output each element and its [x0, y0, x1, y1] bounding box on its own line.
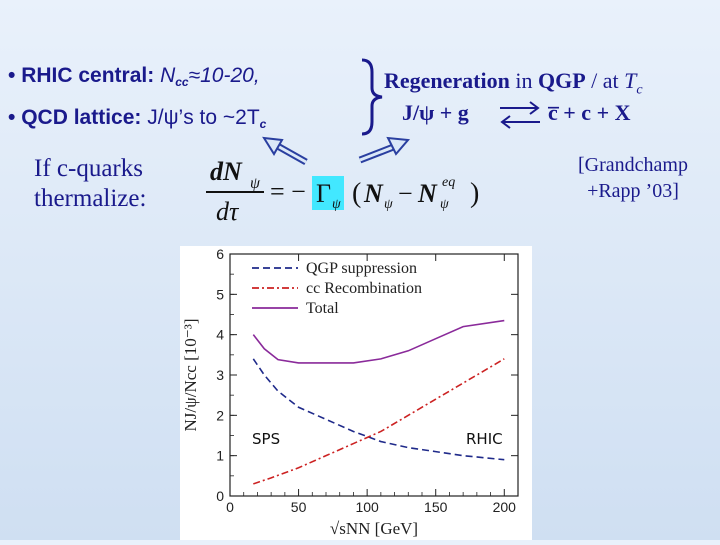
series-line-1	[253, 358, 505, 485]
yield-chart: 0 1 2 3 4 5 6 0 50 100 150 200 √sNN [GeV] NJ/ψ/Ncc [1…	[181, 246, 519, 538]
bullet-dot: •	[8, 64, 16, 87]
sps-label: SPS	[252, 430, 281, 448]
x-tick-label: 0	[226, 499, 234, 515]
rhic-label: RHIC	[466, 430, 503, 448]
reference-line2: +Rapp ’03]	[587, 180, 679, 202]
reference-line1: [Grandchamp	[578, 154, 688, 176]
reference-citation: [Grandchamp +Rapp ’03]	[578, 152, 688, 204]
x-tick-label: 200	[493, 499, 517, 515]
svg-text:= −: = −	[270, 177, 306, 206]
thermalize-line2: thermalize:	[34, 185, 147, 212]
regeneration-word: Regeneration	[384, 68, 510, 93]
y-tick-label: 0	[216, 488, 224, 504]
x-tick-label: 150	[424, 499, 448, 515]
y-axis-label: NJ/ψ/Ncc [10⁻³]	[181, 319, 200, 432]
reversible-arrow-icon	[500, 101, 540, 129]
thermalize-line1: If c-quarks	[34, 155, 143, 182]
svg-text:−: −	[398, 179, 413, 208]
svg-text:): )	[470, 178, 479, 209]
arrow-right-icon	[358, 136, 411, 164]
bullet-qcd-lattice: • QCD lattice: J/ψ’s to ~2Tc	[8, 106, 266, 131]
right-brace-icon	[361, 58, 383, 136]
y-tick-label: 4	[216, 327, 224, 343]
ncc-symbol: N	[160, 64, 176, 87]
svg-text:N: N	[417, 179, 438, 208]
arrow-left-icon	[262, 136, 308, 166]
regeneration-heading: Regeneration in QGP / at Tc	[384, 68, 643, 98]
pointer-arrows	[262, 136, 411, 166]
svg-text:eq: eq	[442, 175, 455, 190]
ncc-subscript: cc	[175, 75, 189, 89]
y-tick-label: 3	[216, 367, 224, 383]
y-tick-label: 6	[216, 246, 224, 262]
y-tick-label: 1	[216, 448, 224, 464]
legend-label: cc Recombination	[306, 280, 422, 297]
x-axis-label: √sNN [GeV]	[330, 519, 418, 538]
bullet-dot: •	[8, 106, 16, 129]
svg-text:(: (	[352, 178, 361, 209]
reaction-right: c̅ + c + X	[548, 100, 631, 125]
rhic-central-label: RHIC central:	[21, 64, 161, 87]
legend-label: QGP suppression	[306, 260, 417, 277]
svg-text:ψ: ψ	[332, 197, 341, 212]
x-tick-label: 50	[291, 499, 307, 515]
y-tick-label: 2	[216, 407, 224, 423]
x-tick-label: 100	[355, 499, 379, 515]
svg-text:N: N	[363, 179, 384, 208]
reaction-left: J/ψ + g	[402, 100, 469, 125]
jpsi-dissolution-text: J/ψ’s to ~2T	[147, 106, 260, 129]
regen-in: in	[509, 68, 538, 93]
rate-equation: dN ψ dτ = − Γ ψ ( N ψ − N eq ψ )	[206, 157, 479, 226]
bullet-rhic-central: • RHIC central: Ncc≈10-20,	[8, 64, 260, 89]
svg-text:ψ: ψ	[384, 197, 393, 212]
regen-at: / at	[585, 68, 625, 93]
svg-text:Γ: Γ	[316, 179, 331, 208]
svg-text:ψ: ψ	[440, 197, 449, 212]
svg-text:ψ: ψ	[250, 175, 261, 192]
thermalize-note: If c-quarks thermalize:	[34, 154, 146, 214]
ncc-range: ≈10-20,	[188, 64, 260, 87]
series-line-2	[252, 319, 505, 364]
y-tick-label: 5	[216, 286, 224, 302]
svg-text:dN: dN	[210, 157, 243, 186]
qcd-lattice-label: QCD lattice:	[21, 106, 148, 129]
tc-symbol: T	[624, 68, 637, 93]
series-line-0	[252, 358, 505, 461]
legend-label: Total	[306, 300, 339, 317]
qgp-word: QGP	[537, 68, 586, 93]
tc-subscript: c	[259, 117, 267, 131]
plot-panel: 0 1 2 3 4 5 6 0 50 100 150 200 √sNN [GeV] NJ/ψ/Ncc [1…	[180, 246, 532, 540]
svg-text:dτ: dτ	[216, 197, 240, 226]
tc-sub: c	[636, 82, 643, 98]
